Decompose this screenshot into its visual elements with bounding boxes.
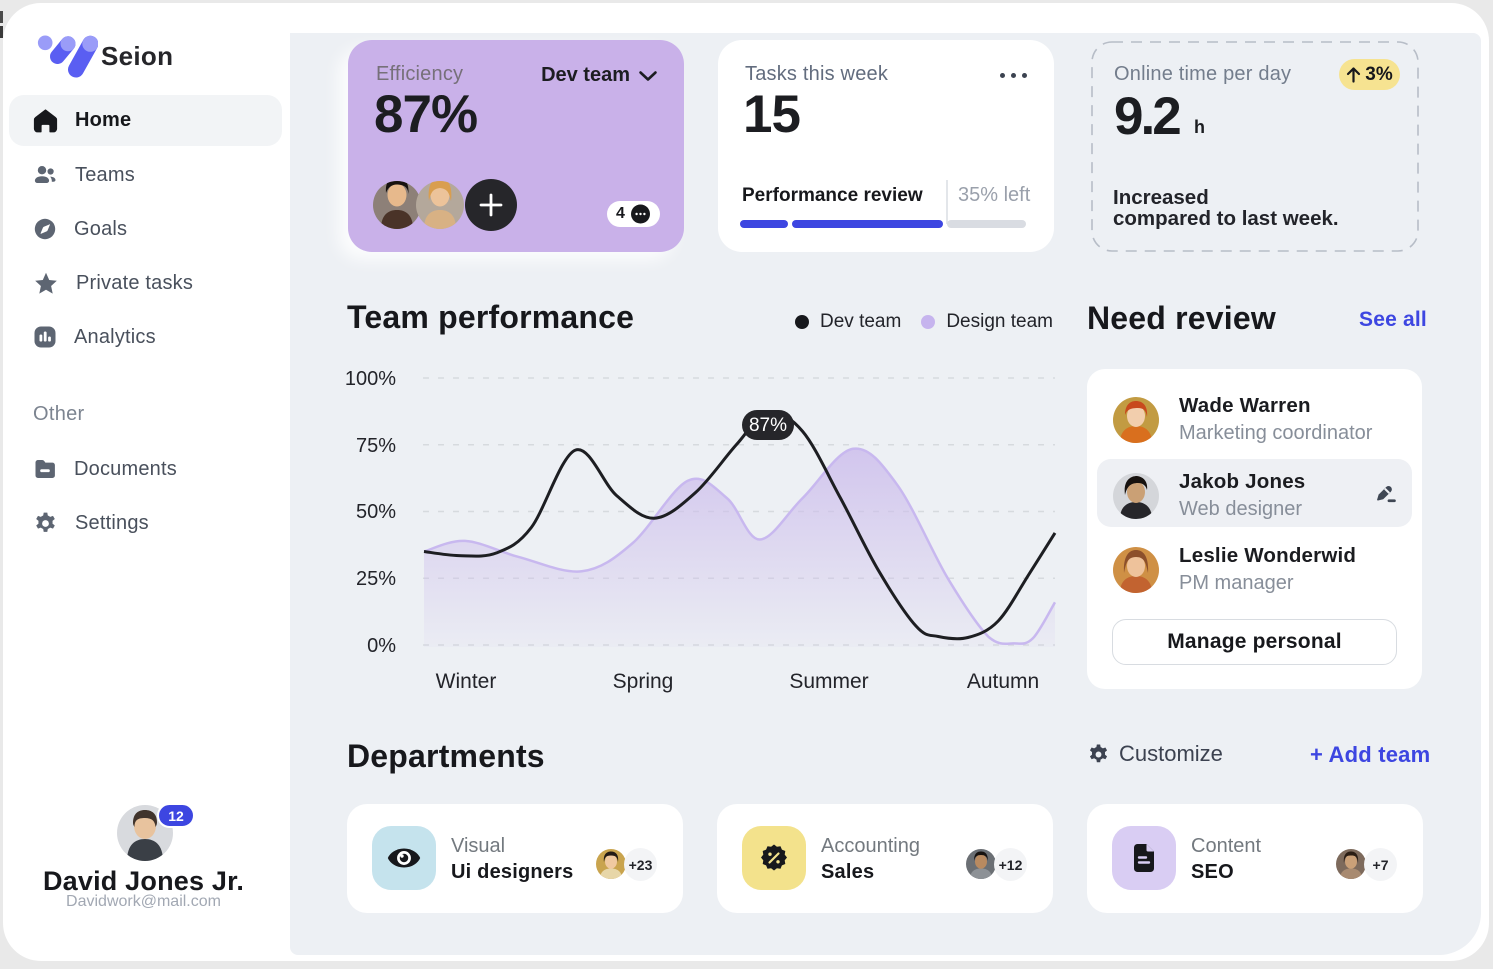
svg-text:87%: 87% [749, 415, 787, 436]
